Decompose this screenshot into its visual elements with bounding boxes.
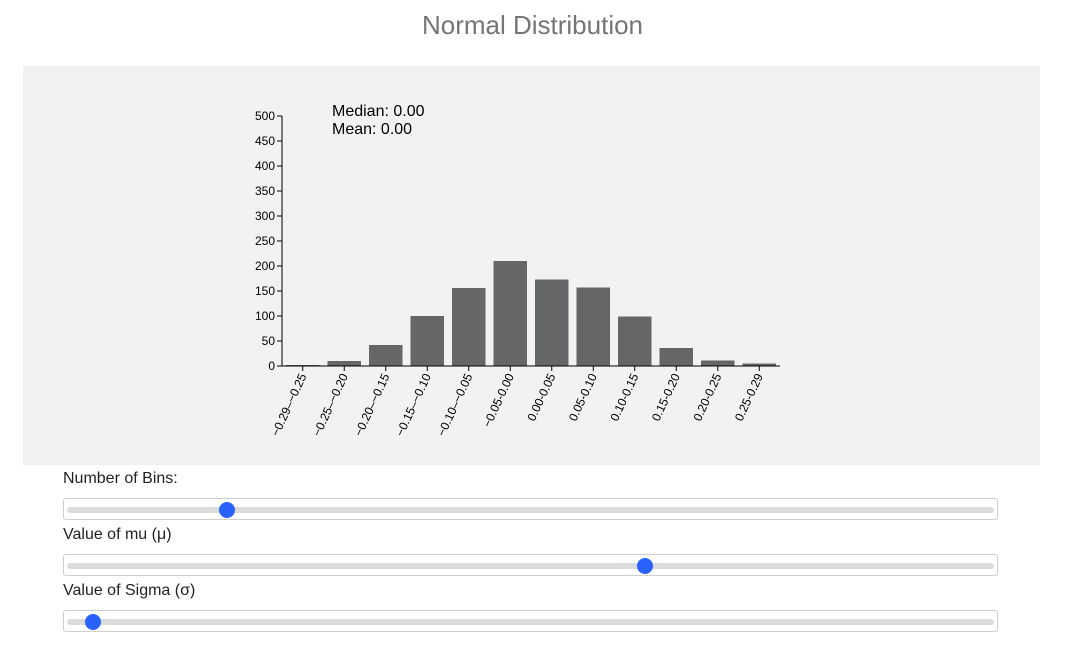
y-tick-label: 350 xyxy=(255,184,275,198)
median-annotation: Median: 0.00 xyxy=(332,103,425,120)
sigma-label: Value of Sigma (σ) xyxy=(63,582,196,599)
y-tick-label: 100 xyxy=(255,309,275,323)
y-tick-label: 400 xyxy=(255,159,275,173)
sigma-slider-track[interactable] xyxy=(67,619,994,625)
sigma-slider[interactable] xyxy=(63,610,998,632)
histogram-bar xyxy=(659,348,693,366)
mu-slider-track[interactable] xyxy=(67,563,994,569)
y-tick-label: 150 xyxy=(255,284,275,298)
x-tick-label: −0.10–−0.05 xyxy=(434,371,475,438)
chart-panel: 0 50 100 150 200 250 300 350 400 450 500 −0.29–−0.2… xyxy=(23,66,1040,465)
y-tick-label: 500 xyxy=(255,109,275,123)
x-tick-label: 0.05-0.10 xyxy=(566,371,600,423)
y-tick-label: 300 xyxy=(255,209,275,223)
mu-slider-thumb[interactable] xyxy=(636,558,653,574)
bins-slider[interactable] xyxy=(63,498,998,520)
bins-slider-track[interactable] xyxy=(67,507,994,513)
histogram-bar xyxy=(618,316,652,366)
x-tick-label: 0.00-0.05 xyxy=(524,371,558,423)
x-tick-label: 0.25-0.29 xyxy=(732,371,766,423)
histogram-bar xyxy=(535,279,569,366)
histogram-bar xyxy=(369,345,403,366)
x-tick-label: −0.05-0.00 xyxy=(480,371,517,430)
histogram-bar xyxy=(452,288,486,366)
x-tick-label: 0.20-0.25 xyxy=(690,371,724,423)
x-tick-label: 0.15-0.20 xyxy=(649,371,683,423)
mu-slider[interactable] xyxy=(63,554,998,576)
x-tick-label: −0.25–−0.20 xyxy=(310,371,351,438)
bins-label: Number of Bins: xyxy=(63,470,178,487)
y-tick-label: 450 xyxy=(255,134,275,148)
y-tick-label: 250 xyxy=(255,234,275,248)
histogram-bar xyxy=(742,363,776,366)
x-tick-label: −0.15–−0.10 xyxy=(393,371,434,438)
x-tick-label: −0.20–−0.15 xyxy=(351,371,392,438)
histogram-bar xyxy=(701,360,735,366)
histogram-bar xyxy=(576,287,610,366)
mu-label: Value of mu (μ) xyxy=(63,526,172,543)
x-tick-label: −0.29–−0.25 xyxy=(268,371,309,438)
mean-annotation: Mean: 0.00 xyxy=(332,121,412,138)
y-tick-label: 200 xyxy=(255,259,275,273)
histogram-chart: 0 50 100 150 200 250 300 350 400 450 500 −0.29–−0.2… xyxy=(255,103,780,438)
histogram-bar xyxy=(493,261,527,366)
bins-slider-thumb[interactable] xyxy=(219,502,236,518)
histogram-bar xyxy=(410,316,444,366)
y-tick-label: 0 xyxy=(268,359,275,373)
histogram-bar xyxy=(327,361,361,366)
y-tick-label: 50 xyxy=(262,334,276,348)
x-tick-label: 0.10-0.15 xyxy=(607,371,641,423)
sigma-slider-thumb[interactable] xyxy=(84,614,101,630)
page-title: Normal Distribution xyxy=(421,10,644,40)
